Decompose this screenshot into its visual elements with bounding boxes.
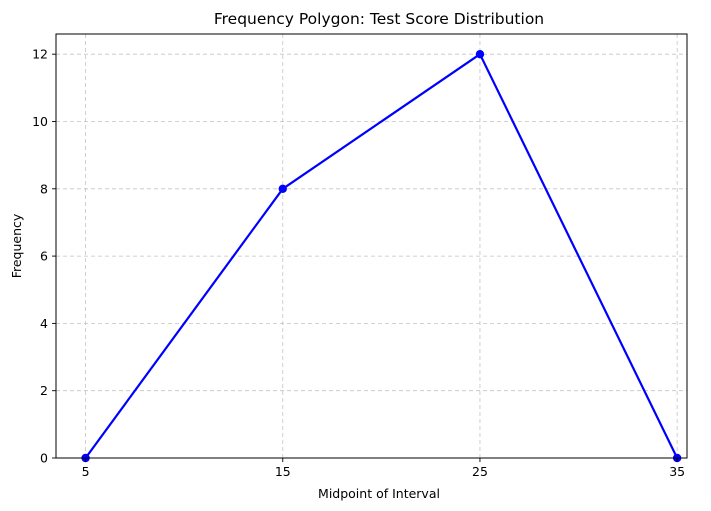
y-tick-label: 8 [40, 181, 48, 196]
x-tick-label: 5 [82, 464, 90, 479]
x-tick-label: 25 [472, 464, 488, 479]
series-layer [81, 49, 682, 463]
data-point [278, 184, 287, 193]
axis-ticks: 5 15 25 35 0 2 4 6 8 10 12 [32, 47, 685, 479]
y-tick-label: 0 [40, 451, 48, 466]
y-tick-label: 2 [40, 383, 48, 398]
y-tick-label: 12 [32, 47, 48, 62]
y-axis-label: Frequency [9, 213, 24, 278]
y-tick-label: 4 [40, 316, 48, 331]
data-point [475, 49, 485, 59]
x-tick-label: 35 [669, 464, 685, 479]
chart-title: Frequency Polygon: Test Score Distributi… [214, 10, 544, 28]
y-tick-label: 6 [40, 249, 48, 264]
grid [56, 34, 687, 459]
series-line [84, 53, 679, 459]
y-tick-label: 10 [32, 114, 48, 129]
plot-frame [55, 33, 688, 459]
x-axis-label: Midpoint of Interval [318, 486, 440, 501]
x-tick-label: 15 [275, 464, 291, 479]
